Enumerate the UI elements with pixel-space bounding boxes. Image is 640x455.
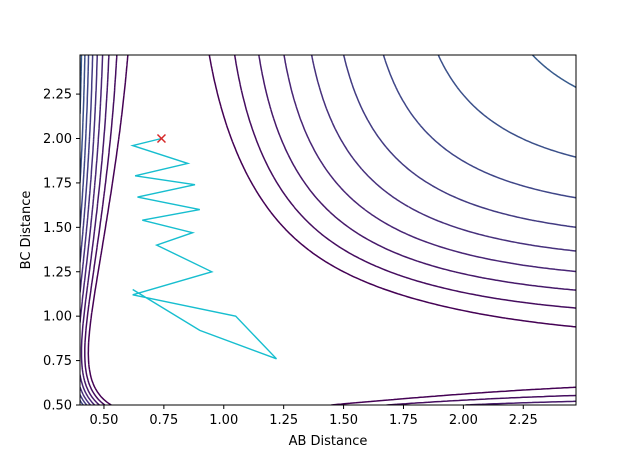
trajectory-layer [130, 137, 278, 360]
x-axis-ticks: 0.50 0.75 1.00 1.25 1.50 1.75 2.00 2.25 [89, 405, 538, 428]
y-axis-label: BC Distance [19, 191, 34, 270]
y-tick-label: 2.00 [43, 132, 72, 147]
y-tick-label: 1.00 [43, 310, 72, 325]
contour-line [80, 55, 576, 405]
x-axis-label: AB Distance [289, 434, 368, 449]
y-tick-label: 1.25 [43, 265, 72, 280]
start-point-marker [156, 133, 166, 144]
x-tick-label: 1.25 [269, 413, 298, 428]
plot-frame [79, 54, 577, 406]
y-tick-label: 1.50 [43, 221, 72, 236]
x-tick-label: 2.00 [449, 413, 478, 428]
x-tick-label: 1.75 [389, 413, 418, 428]
x-tick-label: 1.00 [209, 413, 238, 428]
trajectory-line [130, 137, 278, 360]
contour-lines [80, 55, 576, 405]
y-tick-label: 0.50 [43, 399, 72, 414]
contour-line [80, 55, 576, 405]
contour-line [80, 55, 576, 405]
y-tick-label: 2.25 [43, 88, 72, 103]
contour-line [84, 55, 576, 405]
y-tick-label: 1.75 [43, 176, 72, 191]
y-tick-label: 0.75 [43, 354, 72, 369]
x-tick-label: 1.50 [329, 413, 358, 428]
marker-layer [156, 133, 166, 144]
x-tick-label: 0.75 [149, 413, 178, 428]
y-axis-ticks: 0.50 0.75 1.00 1.25 1.50 1.75 2.00 2.25 [43, 88, 80, 414]
contour-line [80, 55, 576, 405]
contour-line [80, 55, 576, 183]
plot-background [80, 55, 576, 405]
x-tick-label: 2.25 [509, 413, 538, 428]
contour-line [87, 55, 576, 405]
contour-line [80, 55, 576, 405]
x-tick-label: 0.50 [89, 413, 118, 428]
